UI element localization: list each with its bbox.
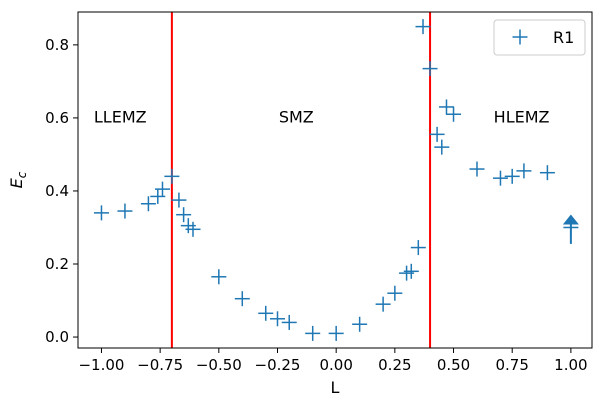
- y-tick-label: 0.2: [45, 255, 69, 273]
- data-point: [438, 99, 454, 115]
- x-tick-label: 0.75: [495, 356, 528, 374]
- y-axis-ticks: 0.0 0.2 0.4 0.6 0.8: [45, 36, 78, 346]
- series-r1-points: [93, 19, 579, 341]
- region-label-2: SMZ: [279, 107, 314, 126]
- data-point: [516, 163, 532, 179]
- region-label-1: LLEMZ: [94, 107, 147, 126]
- data-point: [164, 168, 180, 184]
- plot-frame: [77, 11, 593, 349]
- data-point: [117, 203, 133, 219]
- data-point: [211, 269, 227, 285]
- x-tick-label: 0.50: [437, 356, 470, 374]
- x-tick-label: −0.50: [196, 356, 242, 374]
- data-point: [492, 170, 508, 186]
- data-point: [281, 314, 297, 330]
- data-point: [415, 19, 431, 35]
- data-point: [258, 305, 274, 321]
- data-point: [375, 296, 391, 312]
- data-point: [234, 291, 250, 307]
- data-point: [563, 219, 579, 235]
- y-axis-title-sub: c: [15, 171, 29, 178]
- data-point: [469, 161, 485, 177]
- data-point: [140, 196, 156, 212]
- data-point: [154, 181, 170, 197]
- data-point: [403, 263, 419, 279]
- region-boundaries: [170, 12, 432, 348]
- data-point: [539, 165, 555, 181]
- x-tick-label: 0.25: [378, 356, 411, 374]
- arrow-head: [562, 214, 579, 225]
- x-tick-label: 1.00: [554, 356, 587, 374]
- x-tick-label: 0.00: [319, 356, 352, 374]
- data-point: [328, 325, 344, 341]
- y-axis-title: Ec: [7, 171, 29, 188]
- data-point: [504, 168, 520, 184]
- legend-label-r1: R1: [553, 28, 574, 47]
- y-axis-title-main: E: [7, 177, 26, 188]
- data-point: [93, 205, 109, 221]
- legend: R1: [493, 19, 586, 56]
- region-label-3: HLEMZ: [494, 107, 550, 126]
- data-point: [185, 221, 201, 237]
- y-tick-label: 0.6: [45, 109, 69, 127]
- legend-marker-r1: [512, 29, 528, 45]
- region-annotations: LLEMZ SMZ HLEMZ: [94, 107, 550, 126]
- data-point: [434, 139, 450, 155]
- data-point: [429, 126, 445, 142]
- data-point: [352, 316, 368, 332]
- data-point: [269, 311, 285, 327]
- data-point: [422, 61, 438, 77]
- data-point: [410, 240, 426, 256]
- y-tick-label: 0.0: [45, 328, 69, 346]
- data-point: [171, 192, 187, 208]
- data-point: [446, 106, 462, 122]
- data-point: [387, 285, 403, 301]
- y-tick-label: 0.4: [45, 182, 69, 200]
- x-tick-label: −1.00: [78, 356, 124, 374]
- data-point: [176, 207, 192, 223]
- x-tick-label: −0.75: [137, 356, 183, 374]
- x-axis-title: L: [331, 378, 340, 397]
- x-tick-label: −0.25: [255, 356, 301, 374]
- x-axis-ticks: −1.00 −0.75 −0.50 −0.25 0.00 0.25 0.50 0.75 1.00: [78, 348, 588, 374]
- y-tick-label: 0.8: [45, 36, 69, 54]
- legend-box: [493, 19, 586, 56]
- data-point: [305, 325, 321, 341]
